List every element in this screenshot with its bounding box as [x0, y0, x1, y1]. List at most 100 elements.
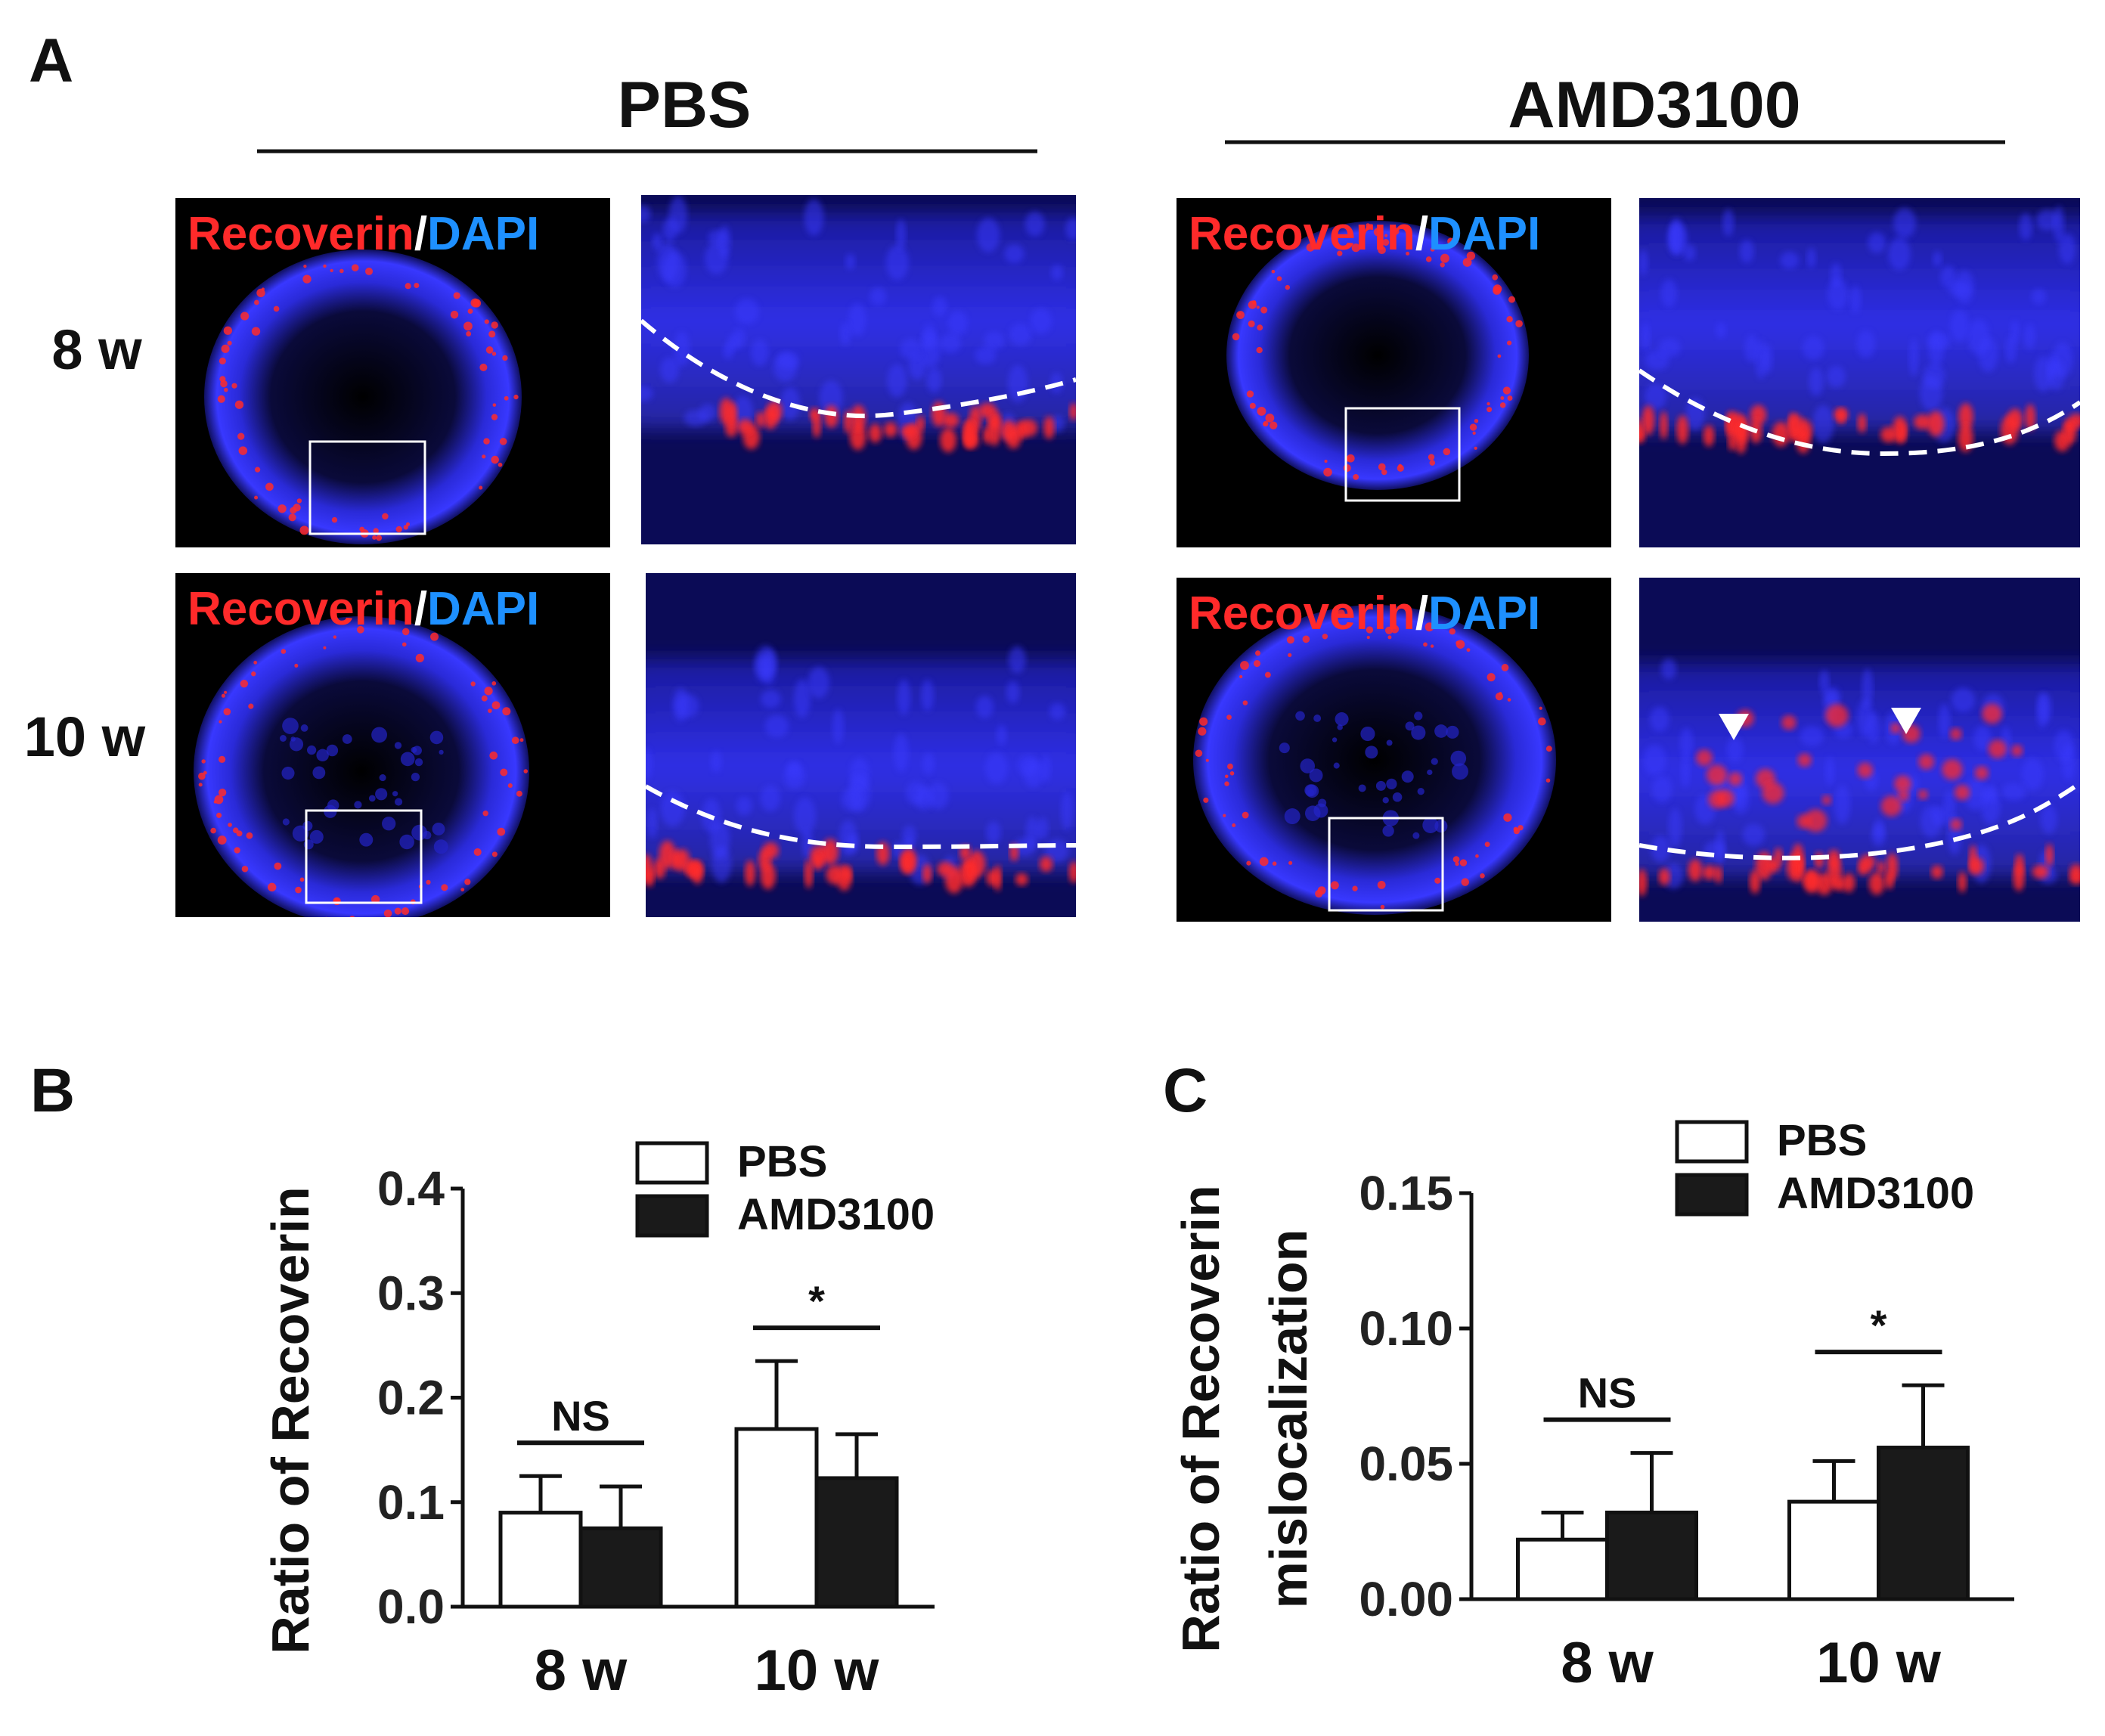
- nucleus: [793, 679, 811, 718]
- recoverin-signal: [824, 405, 839, 428]
- recoverin-spot: [1260, 306, 1268, 314]
- recoverin-spot: [1227, 763, 1233, 770]
- x-category-label: 8 w: [535, 1638, 628, 1703]
- recoverin-spot: [365, 267, 374, 275]
- recoverin-spot: [1343, 463, 1351, 473]
- recoverin-spot: [1440, 253, 1449, 263]
- recoverin-spot: [198, 783, 203, 787]
- nucleus: [947, 311, 968, 336]
- inner-cell-cluster: [306, 745, 317, 755]
- nucleus: [1868, 232, 1886, 254]
- recoverin-signal: [901, 852, 914, 874]
- recoverin-signal: [1834, 877, 1846, 891]
- panel-a-letter: A: [29, 26, 73, 95]
- micrograph-content: [646, 573, 1076, 917]
- panel-b-letter: B: [30, 1056, 75, 1125]
- group-title-pbs: PBS: [618, 69, 752, 141]
- inner-cell-cluster: [1333, 762, 1340, 769]
- mislocalized-recoverin: [1880, 795, 1902, 817]
- x-category-label: 8 w: [1561, 1631, 1654, 1695]
- recoverin-spot: [1456, 640, 1460, 645]
- recoverin-spot: [1487, 401, 1490, 406]
- recoverin-spot: [234, 400, 244, 409]
- inner-cell-cluster: [1365, 746, 1378, 759]
- inner-cell-cluster: [282, 818, 290, 826]
- recoverin-spot: [1285, 284, 1290, 290]
- recoverin-spot: [1440, 262, 1445, 268]
- chart-c: C 0.00 0.05 0.10 0.15 Ratio of Recoverin misl…: [1163, 1056, 2014, 1695]
- recoverin-spot: [415, 653, 424, 662]
- inner-cell-cluster: [1304, 805, 1321, 821]
- recoverin-spot: [1380, 904, 1385, 910]
- mislocalized-recoverin: [1762, 782, 1784, 804]
- nucleus: [845, 253, 856, 270]
- nucleus: [1742, 823, 1766, 846]
- nucleus: [1849, 286, 1862, 313]
- recoverin-signal: [1006, 426, 1021, 449]
- recoverin-spot: [1223, 814, 1226, 817]
- recoverin-spot: [1302, 635, 1310, 643]
- nucleus: [1857, 699, 1874, 738]
- recoverin-signal: [1772, 421, 1790, 447]
- recoverin-spot: [491, 681, 497, 686]
- recoverin-signal: [767, 400, 783, 423]
- legend-swatch: [1675, 1173, 1749, 1217]
- mislocalized-recoverin: [1728, 772, 1743, 786]
- zoom-region-box: [308, 440, 426, 535]
- nucleus: [841, 787, 863, 811]
- recoverin-signal: [1733, 414, 1750, 443]
- nucleus: [1660, 279, 1677, 308]
- recoverin-spot: [519, 738, 524, 742]
- recoverin-spot: [1257, 406, 1266, 416]
- inner-cell-cluster: [382, 817, 396, 831]
- recoverin-signal: [1884, 872, 1895, 890]
- nucleus: [1030, 308, 1052, 334]
- recoverin-spot: [1205, 758, 1209, 762]
- recoverin-spot: [224, 387, 228, 392]
- zoom-region-box: [1344, 407, 1461, 502]
- nucleus: [885, 245, 909, 281]
- recoverin-signal: [811, 854, 824, 870]
- recoverin-spot: [1472, 431, 1476, 435]
- recoverin-spot: [254, 299, 259, 305]
- nucleus: [760, 785, 780, 812]
- nucleus: [1036, 817, 1049, 841]
- recoverin-spot: [1434, 877, 1441, 884]
- mislocalized-recoverin: [1797, 753, 1812, 767]
- recoverin-spot: [1313, 244, 1319, 249]
- recoverin-spot: [403, 525, 408, 530]
- recoverin-spot: [1443, 448, 1451, 456]
- inner-cell-cluster: [368, 795, 376, 802]
- inner-cell-cluster: [1422, 817, 1439, 833]
- nucleus: [976, 218, 1000, 253]
- stain-label-dapi: DAPI: [1428, 587, 1540, 640]
- recoverin-spot: [482, 454, 486, 459]
- zoom-region-box: [1328, 817, 1444, 912]
- inner-cell-cluster: [359, 832, 374, 847]
- recoverin-spot: [234, 847, 240, 854]
- nucleus: [2031, 288, 2047, 305]
- nucleus: [2034, 356, 2054, 392]
- recoverin-spot: [1253, 659, 1261, 668]
- recoverin-spot: [296, 498, 302, 504]
- bar-amd3100-8w: [1605, 1510, 1698, 1601]
- recoverin-spot: [214, 795, 224, 804]
- y-tick-label: 0.15: [1359, 1166, 1453, 1220]
- retina-ring: [1193, 605, 1556, 915]
- recoverin-signal: [1958, 871, 1967, 893]
- recoverin-spot: [219, 357, 226, 364]
- inner-cell-cluster: [309, 829, 324, 844]
- y-axis-label: mislocalization: [1259, 1229, 1318, 1609]
- nucleus: [1639, 249, 1648, 276]
- recoverin-spot: [1495, 692, 1504, 701]
- recoverin-spot: [223, 326, 232, 335]
- nucleus: [1668, 808, 1682, 848]
- inner-cell-cluster: [1386, 739, 1393, 746]
- recoverin-signal: [1676, 415, 1689, 445]
- nucleus: [1819, 670, 1830, 694]
- recoverin-spot: [248, 703, 254, 709]
- recoverin-spot: [481, 695, 488, 702]
- nucleus: [1651, 776, 1673, 803]
- inner-cell-cluster: [412, 746, 422, 755]
- recoverin-signal: [804, 859, 814, 889]
